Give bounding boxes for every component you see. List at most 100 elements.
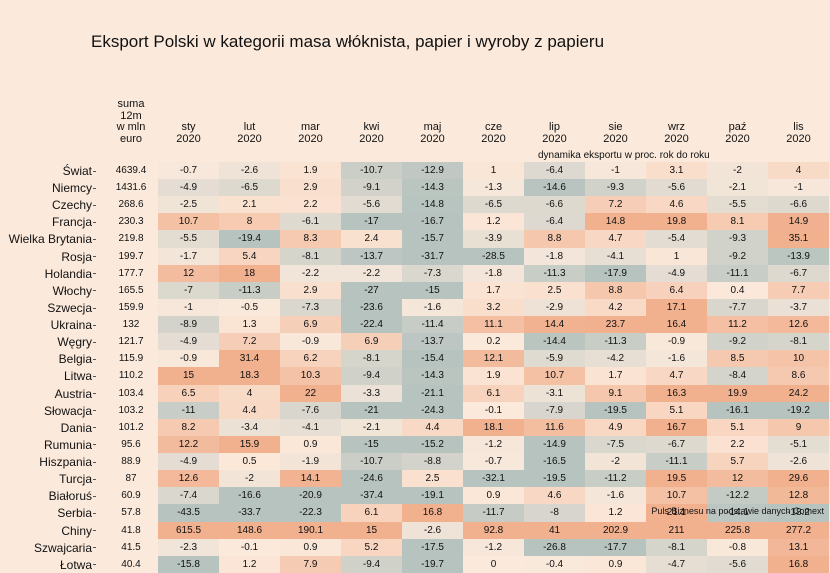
heatmap-cell: 4.6 bbox=[646, 196, 707, 214]
heatmap-cell: -15.8 bbox=[158, 555, 219, 573]
row-label: Holandia bbox=[44, 266, 92, 281]
heatmap-cell: -1.6 bbox=[402, 298, 463, 317]
heatmap-cell: -19.4 bbox=[219, 230, 280, 249]
heatmap-cell: 22 bbox=[280, 384, 341, 403]
sum-value: 87 bbox=[125, 473, 137, 485]
row-tick bbox=[93, 290, 96, 292]
row-tick bbox=[93, 495, 96, 497]
heatmap-cell: 6.5 bbox=[158, 384, 219, 403]
heatmap-cell: -17.5 bbox=[402, 538, 463, 557]
heatmap-cell: -3.4 bbox=[219, 418, 280, 437]
sum-value: 101.2 bbox=[118, 421, 144, 433]
heatmap-cell: -2.3 bbox=[158, 538, 219, 557]
column-header: cze 2020 bbox=[481, 121, 506, 145]
heatmap-cell: -20.9 bbox=[280, 487, 341, 505]
sum-value: 88.9 bbox=[121, 456, 141, 468]
heatmap-cell: -32.1 bbox=[463, 470, 524, 488]
row-tick bbox=[93, 307, 96, 309]
heatmap-cell: 190.1 bbox=[280, 521, 341, 540]
heatmap-cell: -2.5 bbox=[158, 196, 219, 214]
heatmap-cell: 225.8 bbox=[707, 521, 768, 540]
heatmap-cell: -10.7 bbox=[341, 162, 402, 180]
sum-column-header: suma 12m w mln euro bbox=[116, 98, 146, 145]
heatmap-cell: 5.2 bbox=[341, 538, 402, 557]
heatmap-cell: 1 bbox=[646, 247, 707, 266]
heatmap-cell: 2.9 bbox=[280, 179, 341, 197]
heatmap-cell: -11.3 bbox=[524, 264, 585, 283]
heatmap-cell: -4.9 bbox=[158, 179, 219, 197]
heatmap-cell: 24.2 bbox=[768, 384, 829, 403]
heatmap-cell: 5.7 bbox=[707, 453, 768, 471]
heatmap-cell: -14.1 bbox=[707, 504, 768, 522]
heatmap-cell: 7.2 bbox=[219, 333, 280, 351]
heatmap-cell: -11.3 bbox=[219, 281, 280, 300]
heatmap-cell: 1.2 bbox=[219, 555, 280, 573]
heatmap-cell: 1.9 bbox=[463, 367, 524, 386]
heatmap-cell: 211 bbox=[646, 521, 707, 540]
heatmap-cell: 0.9 bbox=[585, 555, 646, 573]
heatmap-cell: -7.4 bbox=[158, 487, 219, 505]
heatmap-cell: 18.3 bbox=[219, 367, 280, 386]
heatmap-cell: -1.2 bbox=[463, 435, 524, 454]
heatmap-cell: -15.2 bbox=[402, 435, 463, 454]
heatmap-cell: -22.4 bbox=[341, 316, 402, 334]
heatmap-cell: 615.5 bbox=[158, 521, 219, 540]
row-label: Dania bbox=[60, 420, 92, 435]
column-header: kwi 2020 bbox=[359, 121, 384, 145]
heatmap-cell: 4.7 bbox=[585, 230, 646, 249]
heatmap-cell: -9.4 bbox=[341, 555, 402, 573]
heatmap-cell: -1 bbox=[158, 298, 219, 317]
heatmap-cell: 8.5 bbox=[707, 350, 768, 368]
row-label: Francja bbox=[51, 215, 92, 230]
heatmap-cell: -19.1 bbox=[402, 487, 463, 505]
heatmap-cell: -7 bbox=[158, 281, 219, 300]
heatmap-cell: 6.9 bbox=[341, 333, 402, 351]
heatmap-cell: 0.2 bbox=[463, 333, 524, 351]
heatmap-cell: 6.9 bbox=[280, 316, 341, 334]
heatmap-cell: 16.8 bbox=[402, 504, 463, 522]
heatmap-cell: -11.2 bbox=[585, 470, 646, 488]
heatmap-cell: 1.2 bbox=[585, 504, 646, 522]
heatmap-cell: -8 bbox=[524, 504, 585, 522]
heatmap-cell: 12.1 bbox=[463, 350, 524, 368]
heatmap-cell: 16.3 bbox=[646, 384, 707, 403]
heatmap-cell: -1.9 bbox=[280, 453, 341, 471]
row-tick bbox=[93, 512, 96, 514]
heatmap-cell: -16.5 bbox=[524, 453, 585, 471]
row-label: Węgry bbox=[57, 335, 92, 350]
sum-value: 60.9 bbox=[121, 490, 141, 502]
heatmap-cell: -0.9 bbox=[646, 333, 707, 351]
heatmap-cell: -7.6 bbox=[280, 401, 341, 420]
heatmap-cell: -14.9 bbox=[524, 435, 585, 454]
row-label: Świat bbox=[62, 164, 92, 178]
heatmap-cell: 7.7 bbox=[768, 281, 829, 300]
heatmap-cell: -1.8 bbox=[524, 247, 585, 266]
heatmap-cell: 10.3 bbox=[280, 367, 341, 386]
heatmap-cell: -5.6 bbox=[341, 196, 402, 214]
heatmap-cell: 4.7 bbox=[646, 367, 707, 386]
heatmap-cell: 6.2 bbox=[280, 350, 341, 368]
heatmap-cell: -0.7 bbox=[463, 453, 524, 471]
heatmap-cell: 16.8 bbox=[768, 555, 829, 573]
heatmap-cell: -8.1 bbox=[768, 333, 829, 351]
heatmap-cell: -9.2 bbox=[707, 247, 768, 266]
heatmap-cell: -2.9 bbox=[524, 298, 585, 317]
heatmap-cell: 8.8 bbox=[524, 230, 585, 249]
heatmap-cell: -8.9 bbox=[158, 316, 219, 334]
heatmap-cell: -2 bbox=[219, 470, 280, 488]
heatmap-cell: 6.1 bbox=[341, 504, 402, 522]
row-label: Łotwa bbox=[59, 557, 92, 572]
heatmap-cell: -9.4 bbox=[341, 367, 402, 386]
heatmap-cell: -2.6 bbox=[219, 162, 280, 180]
heatmap-cell: 16.4 bbox=[646, 316, 707, 334]
heatmap-cell: 1 bbox=[463, 162, 524, 180]
row-label: Chiny bbox=[61, 523, 92, 538]
heatmap-cell: 1.2 bbox=[463, 213, 524, 231]
heatmap-cell: 10.7 bbox=[158, 213, 219, 231]
heatmap-cell: 15 bbox=[341, 521, 402, 540]
column-header: paź 2020 bbox=[725, 121, 750, 145]
heatmap-cell: -24.3 bbox=[402, 401, 463, 420]
heatmap-cell: 9.1 bbox=[585, 384, 646, 403]
heatmap-cell: -27 bbox=[341, 281, 402, 300]
heatmap-cell: 8.8 bbox=[585, 281, 646, 300]
